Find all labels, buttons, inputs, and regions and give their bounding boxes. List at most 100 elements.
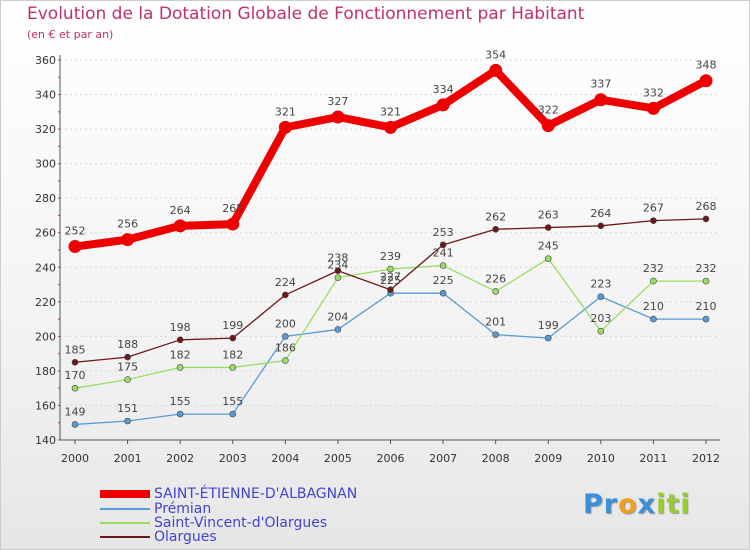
x-tick-label: 2010 <box>587 452 615 465</box>
data-label: 241 <box>433 247 454 260</box>
data-point <box>699 74 713 88</box>
data-label: 327 <box>327 95 348 108</box>
data-label: 210 <box>643 300 664 313</box>
data-label: 185 <box>65 343 86 356</box>
data-point <box>176 364 184 371</box>
legend-swatch <box>100 508 150 510</box>
data-point <box>489 63 503 77</box>
data-point <box>702 315 710 323</box>
data-label: 238 <box>327 252 348 265</box>
legend-label: Prémian <box>154 501 212 517</box>
data-point <box>331 110 345 124</box>
data-label: 256 <box>117 218 138 231</box>
y-tick-label: 160 <box>35 399 56 412</box>
y-tick-label: 260 <box>35 227 56 240</box>
data-label: 200 <box>275 317 296 330</box>
data-point <box>173 219 187 233</box>
x-tick-label: 2002 <box>166 452 194 465</box>
data-point <box>334 274 342 281</box>
data-label: 203 <box>590 312 611 325</box>
y-tick-label: 140 <box>35 434 56 447</box>
data-point <box>387 286 394 294</box>
data-point <box>597 222 605 230</box>
data-label: 227 <box>380 271 401 284</box>
data-label: 224 <box>275 276 296 289</box>
x-tick-label: 2011 <box>639 452 667 465</box>
data-label: 263 <box>538 209 559 222</box>
data-point <box>702 215 710 223</box>
data-point <box>176 410 184 418</box>
data-label: 264 <box>590 207 611 220</box>
data-label: 354 <box>485 48 506 61</box>
data-point <box>226 217 240 231</box>
data-point <box>229 410 237 418</box>
data-label: 198 <box>170 321 191 334</box>
data-label: 245 <box>538 240 559 253</box>
logo-part: Pr <box>583 489 619 520</box>
data-point <box>229 334 237 342</box>
data-point <box>384 120 397 134</box>
data-point <box>387 265 394 273</box>
data-label: 182 <box>170 348 191 361</box>
data-point <box>439 241 447 249</box>
logo-part: iti <box>656 489 691 520</box>
data-label: 334 <box>433 83 454 96</box>
data-point <box>492 288 499 295</box>
data-point <box>282 357 289 364</box>
data-label: 268 <box>696 200 717 213</box>
y-tick-label: 220 <box>35 296 56 309</box>
data-label: 199 <box>222 319 243 332</box>
data-point <box>650 315 657 323</box>
proxiti-logo: Proxiti <box>583 489 691 520</box>
data-label: 322 <box>538 104 559 117</box>
data-point <box>597 293 605 300</box>
data-label: 210 <box>696 300 717 313</box>
data-label: 155 <box>170 395 191 408</box>
data-label: 239 <box>380 250 401 263</box>
data-label: 226 <box>485 272 506 285</box>
data-point <box>544 255 552 262</box>
x-tick-label: 2006 <box>377 452 405 465</box>
data-label: 223 <box>590 278 611 291</box>
data-point <box>492 331 499 338</box>
legend-swatch <box>100 536 150 538</box>
x-tick-label: 2005 <box>324 452 352 465</box>
data-point <box>492 225 499 233</box>
data-point <box>124 417 131 425</box>
data-label: 201 <box>485 316 506 329</box>
data-label: 151 <box>117 402 138 415</box>
data-point <box>334 267 342 275</box>
x-tick-label: 2012 <box>692 452 720 465</box>
data-point <box>541 119 555 133</box>
data-point <box>71 421 79 428</box>
chart-title: Evolution de la Dotation Globale de Fonc… <box>27 4 585 24</box>
data-point <box>439 289 447 297</box>
data-point <box>436 98 450 112</box>
data-point <box>124 353 131 361</box>
data-label: 232 <box>643 262 664 275</box>
data-label: 321 <box>380 105 401 118</box>
data-point <box>597 327 605 335</box>
data-label: 204 <box>327 310 348 323</box>
legend-swatch <box>100 490 150 498</box>
data-label: 225 <box>380 274 401 287</box>
x-tick-label: 2000 <box>61 452 89 465</box>
data-point <box>282 333 289 340</box>
x-tick-label: 2009 <box>534 452 562 465</box>
data-point <box>282 291 289 299</box>
legend-item: Olargues <box>100 529 217 545</box>
series-line <box>74 66 708 251</box>
data-point <box>176 336 184 344</box>
data-point <box>544 334 552 342</box>
data-point <box>646 101 660 115</box>
data-point <box>229 364 237 371</box>
y-tick-label: 240 <box>35 261 56 274</box>
data-point <box>650 217 657 224</box>
x-tick-label: 2004 <box>271 452 299 465</box>
y-tick-label: 280 <box>35 192 56 205</box>
data-label: 264 <box>170 204 191 217</box>
data-point <box>71 358 79 366</box>
data-label: 188 <box>117 338 138 351</box>
legend-label: Olargues <box>154 529 217 545</box>
